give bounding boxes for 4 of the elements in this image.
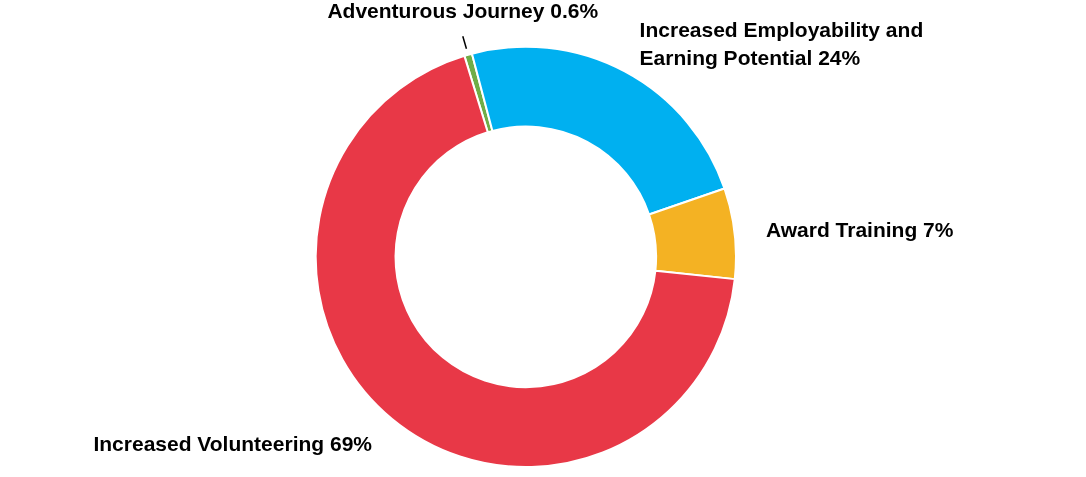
slice-label: Award Training 7% xyxy=(765,218,954,242)
slice-label: Increased Volunteering 69% xyxy=(93,431,373,455)
slice-label: Adventurous Journey 0.6% xyxy=(327,0,599,22)
slice-label: Increased Employability and Earning Potential 24% xyxy=(639,18,924,69)
